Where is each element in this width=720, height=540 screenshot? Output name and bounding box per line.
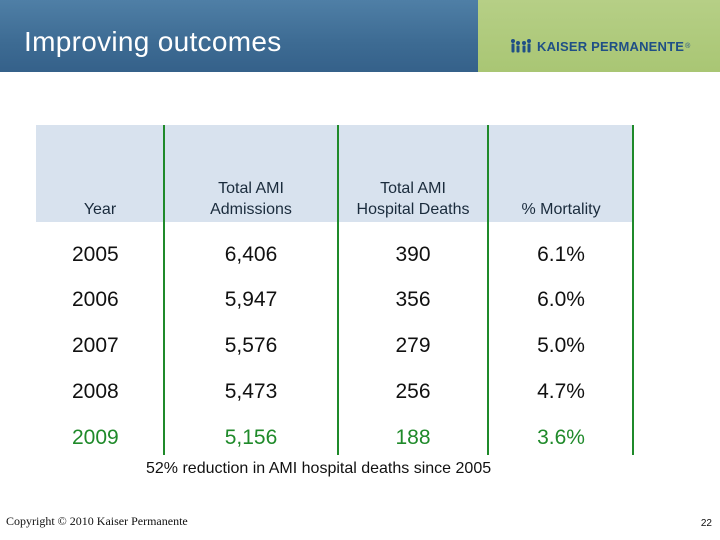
cell-year: 2009 <box>72 426 119 449</box>
cell-mortality: 6.0% <box>537 288 585 311</box>
cell-mortality: 6.1% <box>537 243 585 266</box>
kaiser-permanente-logo: KAISER PERMANENTE ® <box>510 38 690 54</box>
cell-year: 2008 <box>72 380 119 403</box>
page-number: 22 <box>700 518 712 529</box>
slide-title: Improving outcomes <box>24 26 282 57</box>
column-divider <box>632 125 634 455</box>
cell-mortality: 4.7% <box>537 380 585 403</box>
logo-wordmark: KAISER PERMANENTE <box>537 38 685 54</box>
slide-header: Improving outcomes KAISER PERMANENTE ® <box>0 0 720 72</box>
table-header-background <box>36 125 634 222</box>
table-row: 2007 5,576 279 5.0% <box>36 323 634 369</box>
column-divider <box>163 125 165 455</box>
cell-admissions: 5,576 <box>224 334 278 357</box>
cell-deaths: 188 <box>395 426 431 449</box>
column-header-deaths: Total AMI Hospital Deaths <box>356 180 470 218</box>
table-row: 2005 6,406 390 6.1% <box>36 232 634 278</box>
cell-deaths: 390 <box>395 243 431 266</box>
cell-deaths: 356 <box>395 288 431 311</box>
column-header-year: Year <box>83 201 117 218</box>
summary-note: 52% reduction in AMI hospital deaths sin… <box>146 460 492 477</box>
table-row: 2008 5,473 256 4.7% <box>36 369 634 415</box>
column-header-admissions: Total AMI Admissions <box>210 180 292 218</box>
logo-bar: KAISER PERMANENTE ® <box>478 0 720 72</box>
cell-deaths: 279 <box>395 334 431 357</box>
table-row: 2006 5,947 356 6.0% <box>36 277 634 323</box>
copyright-notice: Copyright © 2010 Kaiser Permanente <box>6 514 188 528</box>
cell-year: 2007 <box>72 334 119 357</box>
column-header-mortality: % Mortality <box>521 201 601 218</box>
cell-year: 2005 <box>72 243 119 266</box>
cell-mortality: 3.6% <box>537 426 585 449</box>
cell-admissions: 5,156 <box>224 426 278 449</box>
cell-mortality: 5.0% <box>537 334 585 357</box>
column-divider <box>337 125 339 455</box>
cell-year: 2006 <box>72 288 119 311</box>
title-bar: Improving outcomes <box>0 0 478 72</box>
cell-deaths: 256 <box>395 380 431 403</box>
cell-admissions: 5,947 <box>224 288 278 311</box>
kp-people-logo-icon <box>511 39 531 53</box>
registered-mark: ® <box>685 42 691 50</box>
cell-admissions: 6,406 <box>224 243 278 266</box>
column-divider <box>487 125 489 455</box>
table-row-highlighted: 2009 5,156 188 3.6% <box>36 415 634 461</box>
cell-admissions: 5,473 <box>224 380 278 403</box>
